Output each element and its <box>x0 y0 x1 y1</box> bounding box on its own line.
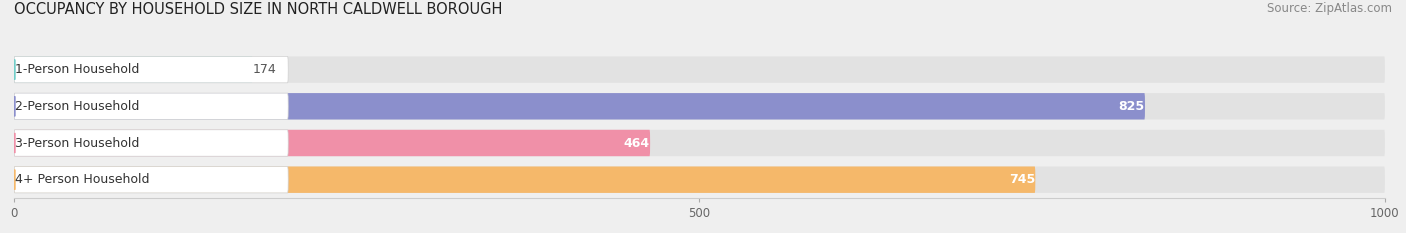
FancyBboxPatch shape <box>14 167 1035 193</box>
FancyBboxPatch shape <box>14 93 288 120</box>
FancyBboxPatch shape <box>14 93 1144 120</box>
Text: OCCUPANCY BY HOUSEHOLD SIZE IN NORTH CALDWELL BOROUGH: OCCUPANCY BY HOUSEHOLD SIZE IN NORTH CAL… <box>14 2 502 17</box>
FancyBboxPatch shape <box>14 56 288 83</box>
Text: 2-Person Household: 2-Person Household <box>15 100 139 113</box>
Text: 1-Person Household: 1-Person Household <box>15 63 139 76</box>
Text: Source: ZipAtlas.com: Source: ZipAtlas.com <box>1267 2 1392 15</box>
FancyBboxPatch shape <box>14 167 1385 193</box>
FancyBboxPatch shape <box>14 56 1385 83</box>
Text: 174: 174 <box>253 63 277 76</box>
FancyBboxPatch shape <box>14 167 288 193</box>
FancyBboxPatch shape <box>14 56 253 83</box>
Text: 825: 825 <box>1119 100 1144 113</box>
FancyBboxPatch shape <box>14 130 650 156</box>
Text: 745: 745 <box>1008 173 1035 186</box>
Text: 464: 464 <box>624 137 650 150</box>
FancyBboxPatch shape <box>14 130 288 156</box>
FancyBboxPatch shape <box>14 130 1385 156</box>
Text: 4+ Person Household: 4+ Person Household <box>15 173 150 186</box>
FancyBboxPatch shape <box>14 93 1385 120</box>
Text: 3-Person Household: 3-Person Household <box>15 137 139 150</box>
